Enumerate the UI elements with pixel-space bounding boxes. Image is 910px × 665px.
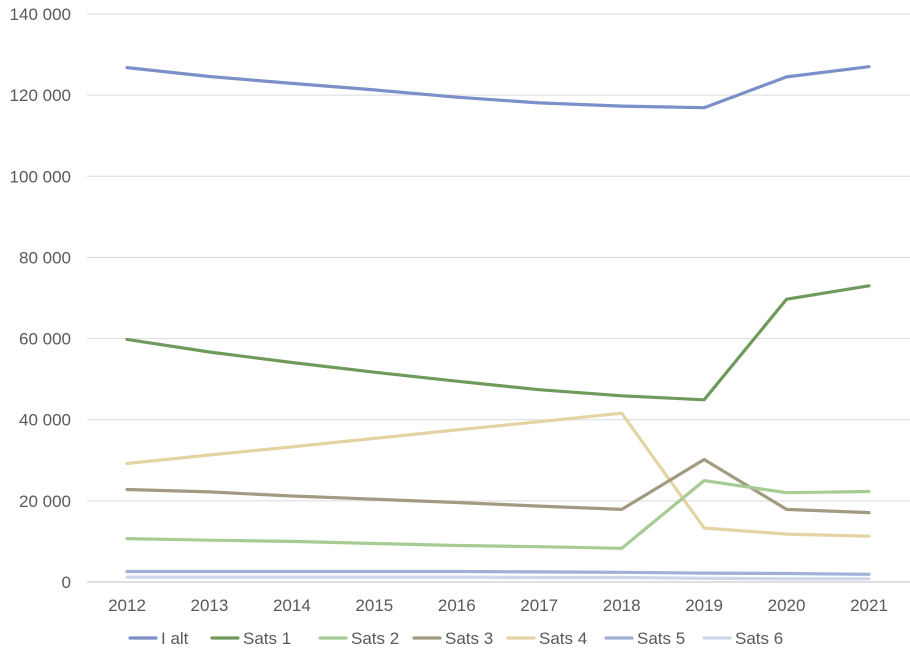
- legend-label: Sats 4: [539, 629, 587, 648]
- x-tick-label: 2016: [438, 596, 476, 615]
- series-line-sats-2: [125, 479, 871, 550]
- legend-item-sats-4: Sats 4: [506, 629, 587, 648]
- y-tick-label: 140 000: [10, 5, 71, 24]
- x-tick-label: 2014: [273, 596, 311, 615]
- y-tick-label: 120 000: [10, 86, 71, 105]
- y-tick-label: 0: [62, 573, 71, 592]
- y-tick-label: 80 000: [19, 248, 71, 267]
- x-axis-tick-labels: 2012 2013 2014 2015 2016 2017 2018 2019 2020 2021: [108, 596, 888, 615]
- legend-label: Sats 2: [351, 629, 399, 648]
- series-line-sats-6: [125, 575, 871, 581]
- x-tick-label: 2019: [685, 596, 723, 615]
- series-line-sats-5: [125, 569, 871, 576]
- x-tick-label: 2020: [768, 596, 806, 615]
- legend-label: Sats 6: [735, 629, 783, 648]
- x-tick-label: 2012: [108, 596, 146, 615]
- legend-label: I alt: [161, 629, 189, 648]
- series-line-sats-1: [125, 284, 871, 402]
- series-line-sats-4: [125, 411, 871, 538]
- legend-item-sats-2: Sats 2: [318, 629, 399, 648]
- legend-item-sats-3: Sats 3: [412, 629, 493, 648]
- legend-item-i-alt: I alt: [128, 629, 189, 648]
- legend-label: Sats 1: [243, 629, 291, 648]
- y-axis-tick-labels: 0 20 000 40 000 60 000 80 000 100 000 120 000 1…: [10, 5, 71, 592]
- x-tick-label: 2017: [520, 596, 558, 615]
- y-tick-label: 100 000: [10, 167, 71, 186]
- series-line-sats-3: [125, 457, 871, 515]
- series-line-i-alt: [125, 65, 871, 110]
- legend-item-sats-5: Sats 5: [604, 629, 685, 648]
- legend-item-sats-6: Sats 6: [702, 629, 783, 648]
- y-tick-label: 40 000: [19, 411, 71, 430]
- legend-label: Sats 5: [637, 629, 685, 648]
- y-tick-label: 60 000: [19, 330, 71, 349]
- series-lines: [125, 65, 871, 581]
- legend-item-sats-1: Sats 1: [210, 629, 291, 648]
- legend: I alt Sats 1 Sats 2 Sats 3 Sats 4 Sats 5 Sats …: [128, 629, 783, 648]
- legend-label: Sats 3: [445, 629, 493, 648]
- x-tick-label: 2018: [603, 596, 641, 615]
- y-tick-label: 20 000: [19, 492, 71, 511]
- x-tick-label: 2013: [191, 596, 229, 615]
- gridlines: [87, 13, 910, 583]
- x-tick-label: 2021: [850, 596, 888, 615]
- x-tick-label: 2015: [355, 596, 393, 615]
